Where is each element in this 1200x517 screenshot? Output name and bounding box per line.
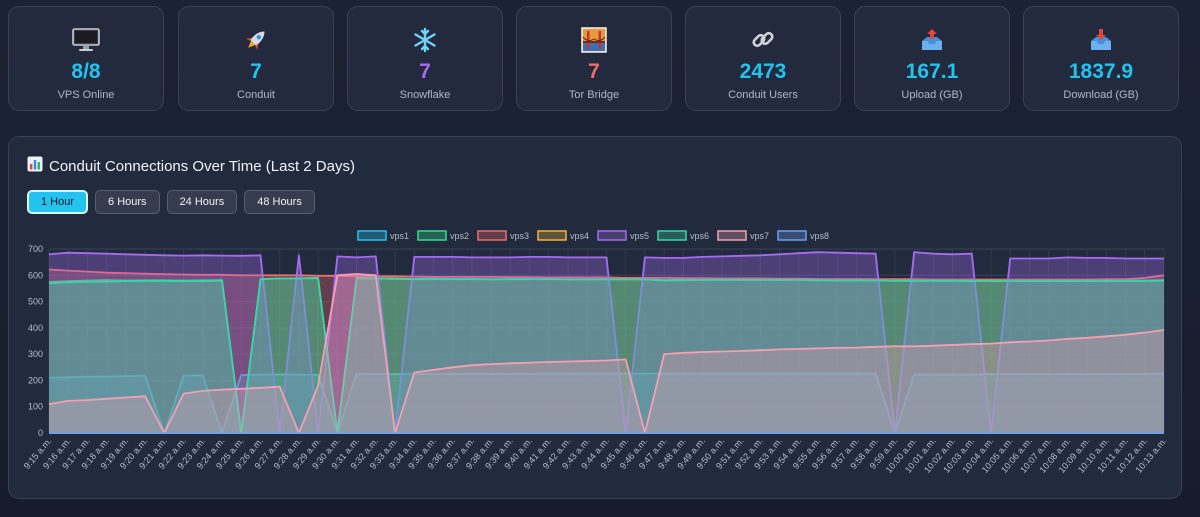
- legend-label-vps4: vps4: [570, 231, 589, 241]
- y-tick-label: 500: [28, 297, 43, 307]
- y-tick-label: 700: [28, 244, 43, 254]
- bridge-icon: [517, 26, 671, 54]
- inbox-tray-icon: [1024, 26, 1178, 54]
- vps5-area: [49, 252, 1164, 433]
- vps3-area: [49, 269, 1164, 433]
- stat-card-vps-online: 8/8 VPS Online: [8, 6, 164, 111]
- stat-label: Upload (GB): [901, 89, 963, 101]
- stat-card-upload: 167.1 Upload (GB): [854, 6, 1010, 111]
- vps6-line: [48, 277, 1165, 434]
- stat-card-tor-bridge: 7 Tor Bridge: [516, 6, 672, 111]
- legend-swatch-vps8: [777, 230, 807, 241]
- stat-label: Snowflake: [399, 89, 451, 101]
- chart-title-text: Conduit Connections Over Time (Last 2 Da…: [49, 157, 355, 175]
- legend-swatch-vps4: [537, 230, 567, 241]
- legend-label-vps7: vps7: [750, 231, 769, 241]
- range-1-hour-button[interactable]: 1 Hour: [27, 190, 89, 214]
- range-24-hours-button[interactable]: 24 Hours: [166, 190, 238, 214]
- y-tick-label: 200: [28, 375, 43, 385]
- vps6-area: [49, 278, 1164, 433]
- time-range-buttons: 1 Hour 6 Hours 24 Hours 48 Hours: [27, 190, 315, 214]
- vps2-area: [49, 277, 1164, 433]
- chart-title: Conduit Connections Over Time (Last 2 Da…: [27, 156, 355, 176]
- y-tick-label: 100: [28, 402, 43, 412]
- stat-value: 7: [250, 60, 262, 83]
- legend-swatch-vps1: [357, 230, 387, 241]
- legend-label-vps3: vps3: [510, 231, 529, 241]
- vps1-line: [48, 372, 1165, 434]
- range-48-hours-button[interactable]: 48 Hours: [244, 190, 315, 214]
- y-tick-label: 600: [28, 270, 43, 280]
- y-tick-label: 400: [28, 323, 43, 333]
- legend-label-vps1: vps1: [390, 231, 409, 241]
- stat-label: Tor Bridge: [568, 89, 620, 101]
- stat-value: 167.1: [905, 60, 959, 83]
- stat-value: 1837.9: [1068, 60, 1134, 83]
- stat-label: VPS Online: [57, 89, 115, 101]
- stat-label: Conduit: [237, 89, 275, 101]
- vps7-line: [48, 273, 1165, 434]
- chart-panel: Conduit Connections Over Time (Last 2 Da…: [8, 136, 1182, 499]
- stats-row: 8/8 VPS Online 7 Conduit 7 Snowflake 7 T…: [8, 6, 1192, 113]
- y-tick-label: 0: [38, 428, 43, 438]
- legend-label-vps6: vps6: [690, 231, 709, 241]
- bar-chart-icon: [27, 156, 43, 176]
- range-6-hours-button[interactable]: 6 Hours: [95, 190, 160, 214]
- stat-card-download: 1837.9 Download (GB): [1023, 6, 1179, 111]
- vps1-area: [49, 373, 1164, 433]
- stat-card-snowflake: 7 Snowflake: [347, 6, 503, 111]
- y-tick-label: 300: [28, 349, 43, 359]
- stat-card-conduit-users: 2473 Conduit Users: [685, 6, 841, 111]
- legend-label-vps8: vps8: [810, 231, 829, 241]
- stat-value: 2473: [739, 60, 787, 83]
- desktop-computer-icon: [9, 26, 163, 54]
- stat-label: Conduit Users: [728, 89, 798, 101]
- legend-swatch-vps7: [717, 230, 747, 241]
- stat-value: 7: [588, 60, 600, 83]
- legend-label-vps5: vps5: [630, 231, 649, 241]
- vps3-line: [48, 268, 1165, 281]
- legend-swatch-vps2: [417, 230, 447, 241]
- stat-label: Download (GB): [1063, 89, 1139, 101]
- vps5-line: [48, 251, 1164, 434]
- stat-value: 7: [419, 60, 431, 83]
- stat-card-conduit: 7 Conduit: [178, 6, 334, 111]
- snowflake-icon: [348, 26, 502, 54]
- legend-swatch-vps3: [477, 230, 507, 241]
- legend-label-vps2: vps2: [450, 231, 469, 241]
- stat-value: 8/8: [71, 60, 101, 83]
- legend-swatch-vps6: [657, 230, 687, 241]
- rocket-icon: [179, 26, 333, 54]
- link-icon: [686, 26, 840, 54]
- legend-swatch-vps5: [597, 230, 627, 241]
- vps7-area: [49, 274, 1164, 433]
- outbox-tray-icon: [855, 26, 1009, 54]
